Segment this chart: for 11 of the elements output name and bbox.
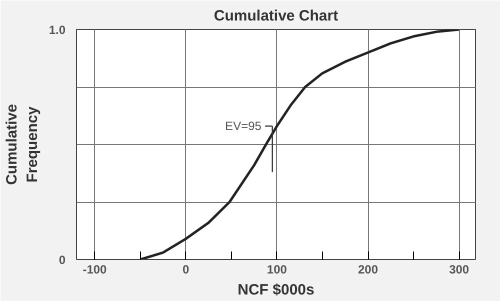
y-tick-label: 1.0	[48, 23, 66, 37]
x-tick-label: 200	[358, 262, 378, 276]
y-axis-title: Cumulative Frequency	[3, 104, 41, 185]
line-series	[139, 30, 460, 260]
x-tick-label: 100	[266, 262, 288, 276]
x-axis-title: NCF $000s	[238, 282, 314, 298]
x-tick-label: -100	[82, 262, 108, 276]
x-tick-label: 300	[449, 262, 470, 276]
x-tick-label: 0	[182, 262, 190, 276]
chart-title: Cumulative Chart	[214, 8, 338, 24]
annotation: EV=95	[225, 119, 262, 134]
